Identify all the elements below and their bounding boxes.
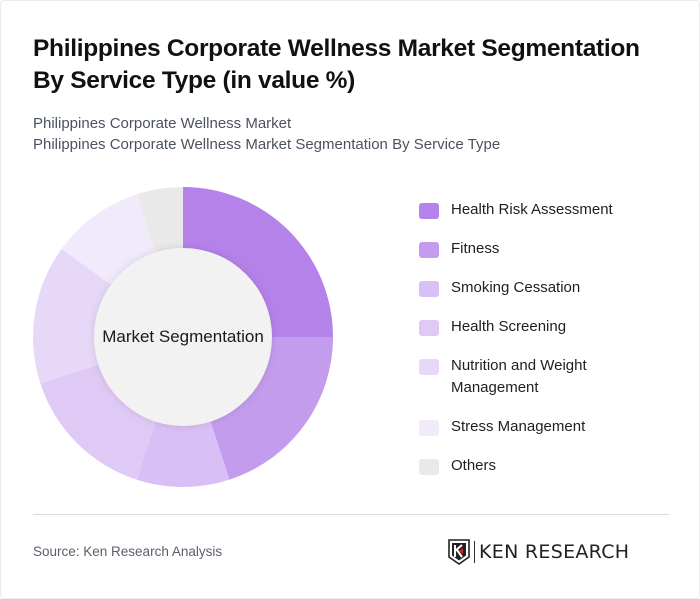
legend-item[interactable]: Smoking Cessation bbox=[419, 277, 679, 299]
legend-swatch bbox=[419, 320, 439, 336]
chart-title: Philippines Corporate Wellness Market Se… bbox=[33, 35, 640, 94]
legend-item[interactable]: Others bbox=[419, 455, 679, 477]
ken-research-logo: KEN RESEARCH bbox=[448, 538, 629, 566]
legend-label: Stress Management bbox=[451, 418, 586, 435]
legend-label: Nutrition and Weight Management bbox=[451, 357, 587, 396]
donut-chart: Market Segmentation bbox=[33, 187, 333, 487]
logo-separator bbox=[474, 541, 475, 563]
legend-swatch bbox=[419, 281, 439, 297]
legend-swatch bbox=[419, 359, 439, 375]
subtitle-line-2: Philippines Corporate Wellness Market Se… bbox=[33, 136, 501, 153]
legend-label: Health Screening bbox=[451, 318, 567, 335]
legend-swatch bbox=[419, 203, 439, 219]
legend-item[interactable]: Health Screening bbox=[419, 316, 679, 338]
legend-item[interactable]: Fitness bbox=[419, 238, 679, 260]
subtitle-line-1: Philippines Corporate Wellness Market bbox=[33, 115, 292, 132]
legend: Health Risk Assessment Fitness Smoking Ces… bbox=[419, 199, 679, 494]
donut-svg bbox=[33, 187, 333, 487]
chart-subtitle: Philippines Corporate Wellness Market Ph… bbox=[33, 113, 673, 155]
legend-swatch bbox=[419, 420, 439, 436]
legend-item[interactable]: Stress Management bbox=[419, 416, 679, 438]
legend-item[interactable]: Health Risk Assessment bbox=[419, 199, 679, 221]
logo-text: KEN RESEARCH bbox=[479, 541, 630, 563]
legend-label: Health Risk Assessment bbox=[451, 201, 613, 218]
legend-item[interactable]: Nutrition and Weight Management bbox=[419, 355, 679, 399]
legend-swatch bbox=[419, 459, 439, 475]
donut-hole bbox=[94, 248, 272, 426]
legend-swatch bbox=[419, 242, 439, 258]
footer-divider bbox=[33, 514, 669, 515]
source-note: Source: Ken Research Analysis bbox=[33, 544, 223, 559]
legend-label: Fitness bbox=[451, 240, 500, 257]
legend-label: Smoking Cessation bbox=[451, 279, 581, 296]
legend-label: Others bbox=[451, 457, 497, 474]
ken-logo-icon bbox=[448, 539, 470, 565]
